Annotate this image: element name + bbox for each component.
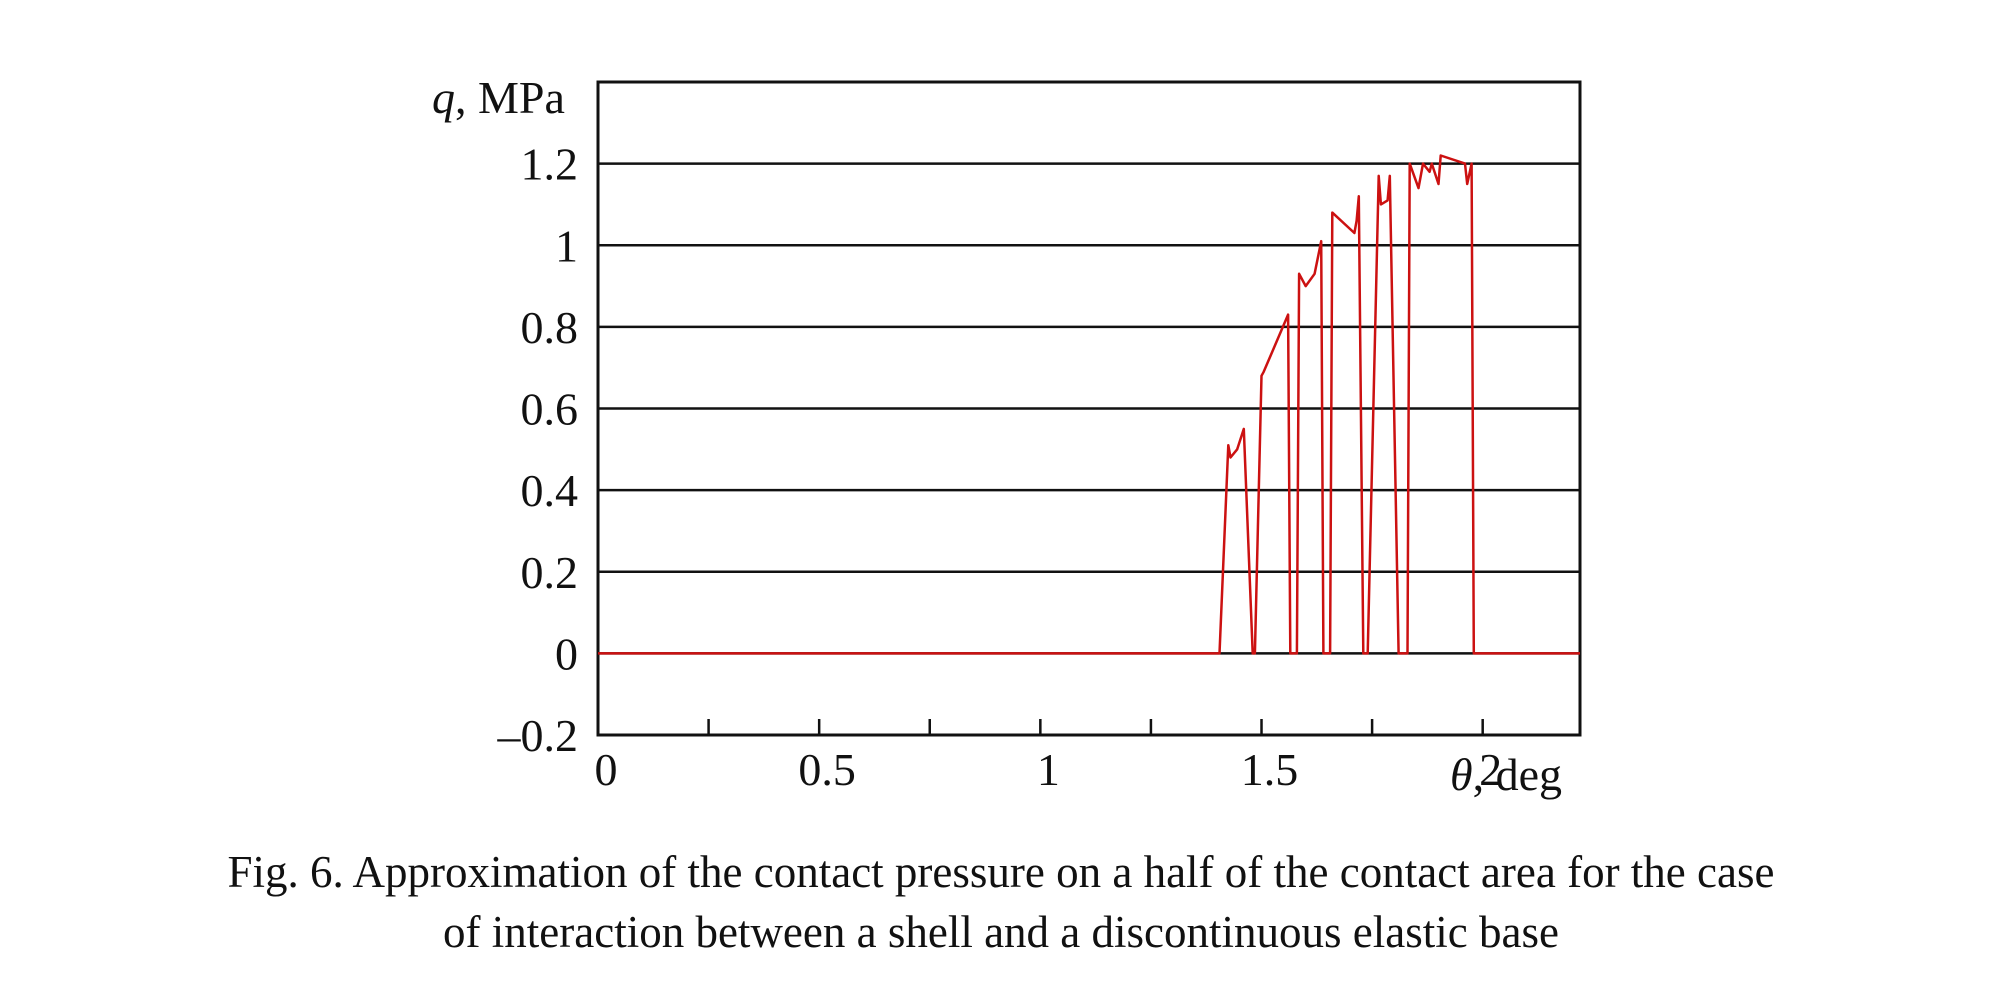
chart: –0.2 0 0.2 0.4 0.6 0.8 1 1.2 0 0.5 1 1.5 2 q, MPa θ… bbox=[432, 72, 1582, 800]
x-axis-title: θ, deg bbox=[1450, 749, 1562, 800]
x-tick-label: 2 bbox=[1479, 744, 1502, 795]
y-tick-label: 0.6 bbox=[521, 384, 579, 435]
y-tick-label: 0.8 bbox=[521, 302, 579, 353]
y-tick-label: 1.2 bbox=[521, 139, 579, 190]
y-tick-label: 0.2 bbox=[521, 547, 579, 598]
figure-caption: Fig. 6. Approximation of the contact pre… bbox=[0, 842, 2002, 962]
x-tick-label: 1.5 bbox=[1241, 744, 1299, 795]
x-tick-label: 0.5 bbox=[798, 744, 856, 795]
y-axis-symbol: q bbox=[432, 72, 455, 123]
y-tick-label: 1 bbox=[555, 220, 578, 271]
x-tick-label: 0 bbox=[595, 744, 618, 795]
caption-line-2: of interaction between a shell and a dis… bbox=[443, 907, 1559, 957]
x-tick-label: 1 bbox=[1037, 744, 1060, 795]
y-tick-label: 0 bbox=[555, 628, 578, 679]
x-tick-labels: 0 0.5 1 1.5 2 bbox=[595, 744, 1503, 795]
y-tick-label: –0.2 bbox=[497, 710, 579, 761]
y-axis-unit: , MPa bbox=[455, 72, 565, 123]
y-axis-title: q, MPa bbox=[432, 72, 565, 123]
y-tick-labels: –0.2 0 0.2 0.4 0.6 0.8 1 1.2 bbox=[497, 139, 579, 761]
y-tick-label: 0.4 bbox=[521, 465, 579, 516]
x-axis-unit: , deg bbox=[1473, 749, 1562, 800]
caption-line-1: Fig. 6. Approximation of the contact pre… bbox=[227, 847, 1775, 897]
x-tick-marks bbox=[707, 719, 1484, 735]
x-axis-symbol: θ bbox=[1450, 749, 1473, 800]
grid-lines bbox=[598, 162, 1580, 655]
plot-frame bbox=[596, 80, 1582, 737]
contact-pressure-line bbox=[598, 154, 1580, 655]
